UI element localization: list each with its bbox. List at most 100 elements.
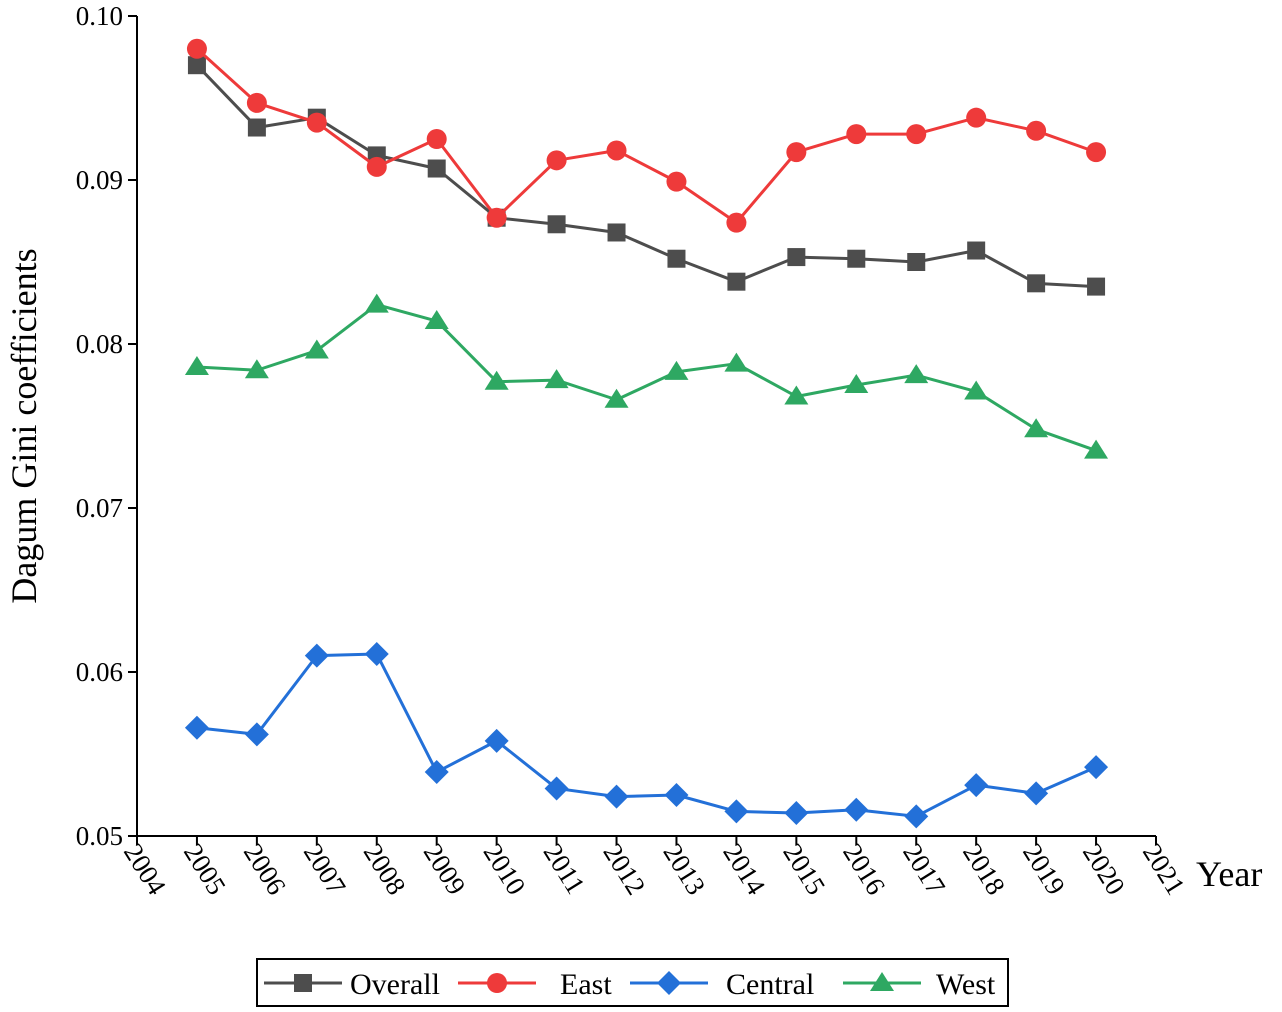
x-axis-title: Year xyxy=(1196,854,1262,894)
data-point-overall xyxy=(1027,274,1046,293)
legend-item-central: Central xyxy=(630,968,814,1001)
data-point-overall xyxy=(607,223,626,242)
data-point-east xyxy=(906,124,927,145)
data-point-overall xyxy=(247,118,266,137)
series-line-west xyxy=(196,303,1097,453)
data-point-central xyxy=(544,776,569,801)
x-tick-label: 2009 xyxy=(418,838,472,900)
data-point-west xyxy=(244,359,269,379)
x-tick-label: 2020 xyxy=(1077,838,1131,900)
y-tick-label: 0.08 xyxy=(76,329,123,359)
legend: Overall East Central West xyxy=(256,958,1009,1007)
data-point-west xyxy=(904,364,929,384)
data-point-central xyxy=(244,722,269,747)
y-tick-label: 0.05 xyxy=(76,821,123,851)
x-ticks: 2004 2005 2006 2007 2008 2009 2010 2011 2012 2013… xyxy=(118,836,1191,900)
data-point-east xyxy=(666,171,687,192)
data-point-east xyxy=(726,212,747,233)
series-west xyxy=(184,293,1109,459)
series-line-east xyxy=(195,47,1097,225)
data-point-east xyxy=(786,142,807,163)
data-point-central xyxy=(1084,755,1109,780)
legend-marker-central xyxy=(657,971,681,995)
data-point-overall xyxy=(847,249,866,268)
data-point-central xyxy=(664,783,689,807)
data-point-central xyxy=(724,799,749,824)
data-point-overall xyxy=(787,248,806,267)
data-point-east xyxy=(486,207,507,228)
data-point-east xyxy=(186,38,207,59)
series-line-overall xyxy=(195,64,1097,289)
data-point-central xyxy=(424,760,449,785)
y-axis-title: Dagum Gini coefficients xyxy=(4,248,44,603)
x-tick-label: 2021 xyxy=(1137,838,1191,900)
series-central xyxy=(184,641,1109,829)
data-point-west xyxy=(304,339,329,359)
x-tick-label: 2018 xyxy=(957,838,1011,900)
y-tick-label: 0.09 xyxy=(76,165,123,195)
data-point-overall xyxy=(907,253,926,271)
x-tick-label: 2010 xyxy=(478,838,532,900)
legend-item-east: East xyxy=(458,968,612,1001)
data-point-west xyxy=(664,360,689,380)
legend-label-east: East xyxy=(560,968,612,1001)
data-point-overall xyxy=(547,215,566,234)
data-point-west xyxy=(1084,439,1109,459)
x-tick-label: 2014 xyxy=(717,838,771,900)
data-point-east xyxy=(246,92,267,113)
data-point-central xyxy=(784,801,809,826)
y-ticks: 0.05 0.06 0.07 0.08 0.09 0.10 xyxy=(76,1,137,851)
data-point-overall xyxy=(427,159,446,178)
data-point-overall xyxy=(967,241,986,260)
data-point-east xyxy=(966,107,987,128)
data-point-central xyxy=(304,643,329,668)
data-point-east xyxy=(846,124,867,145)
y-tick-label: 0.10 xyxy=(76,1,123,31)
data-point-west xyxy=(724,352,749,372)
data-point-east xyxy=(1026,120,1047,141)
legend-item-west: West xyxy=(843,968,996,1001)
data-point-central xyxy=(1024,781,1049,806)
legend-label-overall: Overall xyxy=(350,968,440,1001)
x-tick-label: 2006 xyxy=(238,838,292,900)
x-tick-label: 2007 xyxy=(298,838,352,900)
legend-item-overall: Overall xyxy=(264,968,440,1001)
data-point-west xyxy=(964,380,989,400)
data-point-overall xyxy=(1087,277,1106,296)
legend-marker-east xyxy=(487,973,507,993)
data-point-west xyxy=(784,385,809,405)
y-tick-label: 0.06 xyxy=(76,657,123,687)
data-point-west xyxy=(844,374,869,393)
legend-label-central: Central xyxy=(726,968,814,1001)
data-point-overall xyxy=(727,272,746,291)
legend-marker-west xyxy=(870,972,894,991)
data-point-central xyxy=(964,773,989,798)
data-point-west xyxy=(484,370,509,390)
data-point-central xyxy=(604,784,629,809)
data-point-east xyxy=(366,156,387,177)
series-group xyxy=(184,38,1109,829)
data-point-west xyxy=(544,369,569,389)
data-point-east xyxy=(546,150,567,171)
data-point-central xyxy=(484,728,509,753)
data-point-central xyxy=(184,715,209,740)
data-point-west xyxy=(184,355,209,375)
series-line-central xyxy=(196,652,1097,818)
x-tick-label: 2011 xyxy=(537,838,591,899)
data-point-west xyxy=(424,310,449,330)
data-point-central xyxy=(904,804,929,829)
legend-marker-overall xyxy=(294,974,312,992)
data-point-west xyxy=(364,293,389,313)
x-tick-label: 2019 xyxy=(1017,838,1071,900)
data-point-east xyxy=(426,129,447,149)
x-tick-label: 2017 xyxy=(897,838,951,900)
data-point-overall xyxy=(667,249,686,268)
data-point-central xyxy=(844,797,869,822)
data-point-east xyxy=(606,140,627,161)
series-overall xyxy=(187,56,1106,296)
data-point-east xyxy=(1086,142,1107,163)
data-point-west xyxy=(1024,418,1049,438)
data-point-overall xyxy=(187,56,206,75)
plot-area xyxy=(136,16,1156,837)
